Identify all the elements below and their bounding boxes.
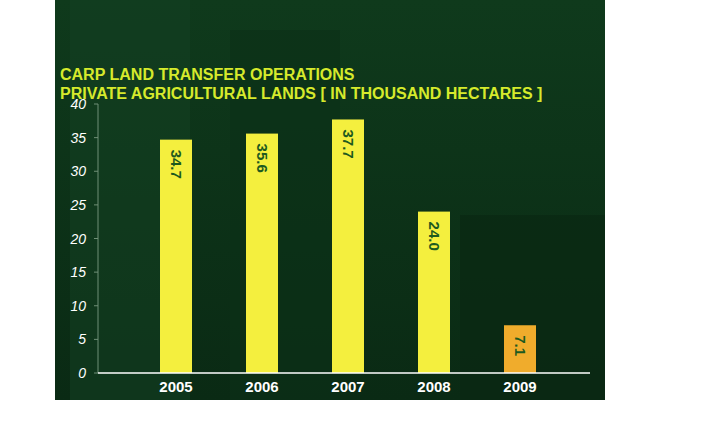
chart-root: CARP LAND TRANSFER OPERATIONS PRIVATE AGR… [0,0,709,421]
y-tick [94,204,98,205]
bar [504,325,536,373]
x-tick-label: 2008 [417,378,450,395]
background-panel [55,0,605,400]
y-tick-label: 40 [70,96,86,112]
x-tick-label: 2009 [503,378,536,395]
y-tick [94,373,98,374]
y-tick [94,104,98,105]
title: CARP LAND TRANSFER OPERATIONS [60,66,355,83]
y-tick-label: 35 [70,130,86,146]
data-label: 35.6 [254,144,271,173]
y-tick [94,339,98,340]
y-tick [94,238,98,239]
data-label: 37.7 [340,129,357,158]
bars [160,119,536,373]
data-label: 34.7 [168,150,185,179]
x-axis-line [98,372,590,374]
x-tick-label: 2007 [331,378,364,395]
data-label: 7.1 [512,335,529,356]
y-tick-label: 20 [69,231,86,247]
y-tick [94,305,98,306]
bar [246,134,278,373]
data-label: 24.0 [426,222,443,251]
data-labels: 34.7 35.6 37.7 24.0 7.1 [168,129,529,356]
bar [332,119,364,373]
y-tick-label: 30 [70,163,86,179]
y-tick-label: 0 [78,365,86,381]
y-tick-label: 10 [70,298,86,314]
bar [418,212,450,373]
x-tick-label: 2006 [245,378,278,395]
chart: CARP LAND TRANSFER OPERATIONS PRIVATE AGR… [0,0,709,421]
y-tick-label: 15 [70,264,86,280]
y-tick-label: 5 [78,331,86,347]
y-tick-label: 25 [69,197,86,213]
y-tick [94,171,98,172]
x-tick-label: 2005 [159,378,192,395]
bar [160,140,192,373]
y-tick [94,137,98,138]
y-tick [94,272,98,273]
subtitle: PRIVATE AGRICULTURAL LANDS [ IN THOUSAND… [60,85,542,102]
